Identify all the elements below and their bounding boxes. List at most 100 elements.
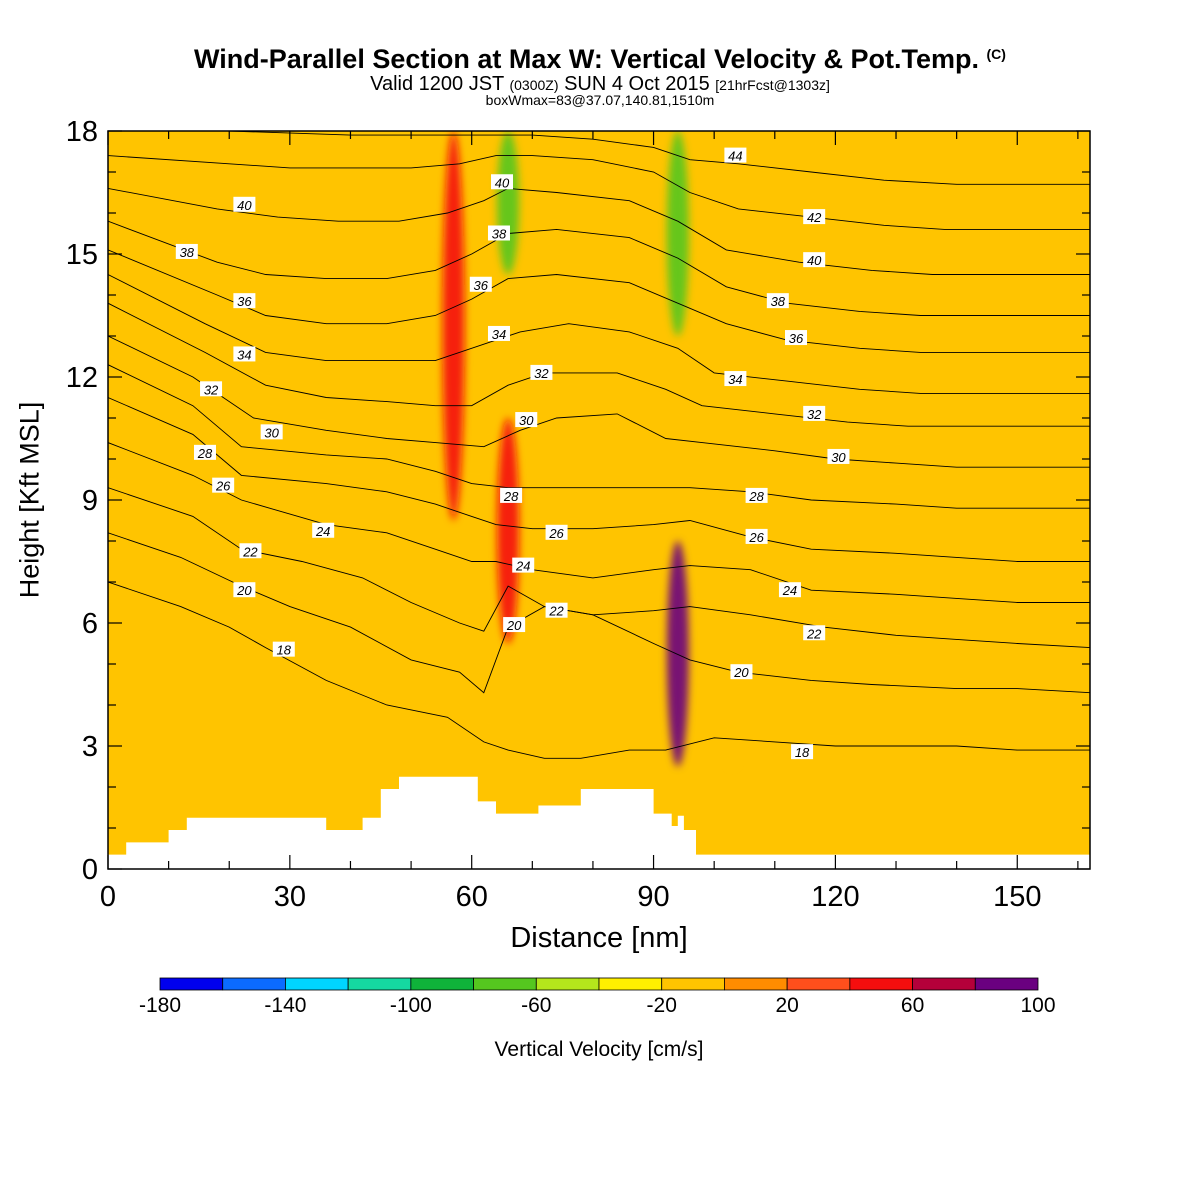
- colorbar-tick-label-20: 20: [775, 994, 798, 1017]
- theta-contour-layer: [108, 131, 1090, 759]
- colorbar-swatch-7: [598, 977, 663, 991]
- theta-contour-30: [108, 335, 1090, 468]
- colorbar-tick-label--140: -140: [264, 994, 306, 1017]
- colorbar-tick-label--20: -20: [647, 994, 677, 1017]
- colorbar: -180 -140 -100 -60 -20 20 60 100: [139, 977, 1056, 1017]
- colorbar-label: Vertical Velocity [cm/s]: [494, 1038, 704, 1061]
- velocity-cell-5: [721, 500, 744, 767]
- contour-label-29: 32: [807, 407, 822, 422]
- y-tick-label-18: 18: [66, 116, 98, 148]
- contour-label-box-14: [469, 276, 492, 292]
- x-tick-label-60: 60: [456, 881, 488, 913]
- colorbar-swatch-3: [347, 977, 412, 991]
- contour-label-box-31: [745, 487, 768, 503]
- theta-contour-44: [108, 131, 1090, 185]
- contour-label-9: 22: [242, 544, 258, 559]
- contour-label-33: 24: [782, 583, 797, 598]
- contour-label-box-2: [233, 293, 256, 309]
- theta-contour-38: [108, 220, 1090, 316]
- contour-label-26: 38: [771, 294, 786, 309]
- contour-label-box-7: [212, 477, 235, 493]
- theta-contour-42: [108, 155, 1090, 230]
- colorbar-swatch-4: [410, 977, 474, 991]
- x-tick-label-120: 120: [811, 881, 859, 913]
- contour-label-18: 28: [503, 489, 519, 504]
- colorbar-swatch-9: [724, 977, 788, 991]
- colorbar-swatch-10: [786, 977, 851, 991]
- velocity-fill-layer: [400, 131, 744, 767]
- contour-label-0: 40: [237, 198, 252, 213]
- colorbar-swatch-1: [222, 977, 286, 991]
- colorbar-swatch-13: [974, 977, 1039, 991]
- theta-contour-34: [108, 274, 1090, 394]
- contour-label-3: 34: [237, 347, 251, 362]
- colorbar-tick-label-100: 100: [1020, 994, 1055, 1017]
- y-axis-label: Height [Kft MSL]: [14, 401, 45, 599]
- contour-label-30: 30: [831, 450, 846, 465]
- contour-label-box-13: [487, 225, 510, 241]
- contour-label-box-33: [778, 582, 801, 598]
- contour-label-box-15: [487, 325, 510, 341]
- theta-contour-28: [108, 364, 1090, 509]
- velocity-cell-6: [400, 377, 423, 767]
- contour-label-1: 38: [180, 245, 195, 260]
- contour-label-19: 26: [548, 526, 564, 541]
- y-tick-label-15: 15: [66, 239, 98, 271]
- contour-label-34: 22: [806, 626, 822, 641]
- velocity-cell-4: [666, 131, 689, 336]
- contour-label-box-35: [730, 664, 753, 680]
- contour-label-6: 28: [197, 446, 213, 461]
- y-tick-label-9: 9: [82, 485, 98, 517]
- contour-label-box-36: [791, 744, 814, 760]
- contour-label-17: 30: [519, 413, 534, 428]
- chart-subtitle: Valid 1200 JST (0300Z) SUN 4 Oct 2015 [2…: [370, 73, 830, 95]
- contour-label-box-1: [175, 243, 198, 259]
- contour-label-box-20: [512, 557, 535, 573]
- contour-label-7: 26: [215, 479, 231, 494]
- contour-label-14: 36: [474, 278, 489, 293]
- velocity-cell-1: [497, 418, 520, 644]
- contour-label-28: 34: [728, 372, 742, 387]
- colorbar-swatch-11: [849, 977, 913, 991]
- contour-label-box-25: [803, 252, 826, 268]
- contour-label-box-16: [530, 364, 553, 380]
- contour-label-box-4: [200, 381, 223, 397]
- contour-label-box-21: [545, 602, 568, 618]
- contour-label-box-5: [260, 424, 283, 440]
- contour-label-25: 40: [807, 253, 822, 268]
- contour-label-10: 20: [236, 583, 252, 598]
- contour-label-11: 18: [277, 643, 292, 658]
- x-tick-label-0: 0: [100, 881, 116, 913]
- contour-label-box-28: [724, 371, 747, 387]
- plot-area: 40 38 36 34 32 30 28 26 24 22 20 18 40 38 36 34 32 30 28 26…: [108, 131, 1090, 869]
- theta-contour-24: [108, 442, 1090, 603]
- colorbar-swatch-6: [535, 977, 600, 991]
- contour-label-box-8: [312, 522, 335, 538]
- theta-contour-32: [108, 302, 1090, 427]
- plot-background: [108, 131, 1090, 869]
- contour-label-36: 18: [795, 745, 810, 760]
- contour-label-box-6: [193, 444, 216, 460]
- contour-label-27: 36: [789, 331, 804, 346]
- x-tick-label-90: 90: [637, 881, 669, 913]
- contour-label-13: 38: [492, 227, 507, 242]
- x-tick-label-150: 150: [993, 881, 1041, 913]
- contour-label-box-34: [803, 625, 826, 641]
- contour-label-box-18: [500, 487, 523, 503]
- contour-label-box-22: [503, 617, 526, 633]
- contour-label-22: 20: [506, 618, 522, 633]
- chart-title: Wind-Parallel Section at Max W: Vertical…: [194, 44, 1006, 74]
- y-tick-label-3: 3: [82, 731, 98, 763]
- colorbar-swatch-0: [159, 977, 224, 991]
- contour-label-box-30: [827, 448, 850, 464]
- contour-label-35: 20: [733, 665, 749, 680]
- contour-label-box-12: [491, 174, 514, 190]
- x-axis-label: Distance [nm]: [510, 922, 688, 954]
- theta-contour-36: [108, 249, 1090, 353]
- velocity-cell-2: [666, 541, 689, 767]
- copyright-mark: (C): [986, 46, 1006, 62]
- contour-label-box-29: [803, 405, 826, 421]
- theta-contour-40: [108, 187, 1090, 275]
- theta-contour-22: [108, 487, 1090, 649]
